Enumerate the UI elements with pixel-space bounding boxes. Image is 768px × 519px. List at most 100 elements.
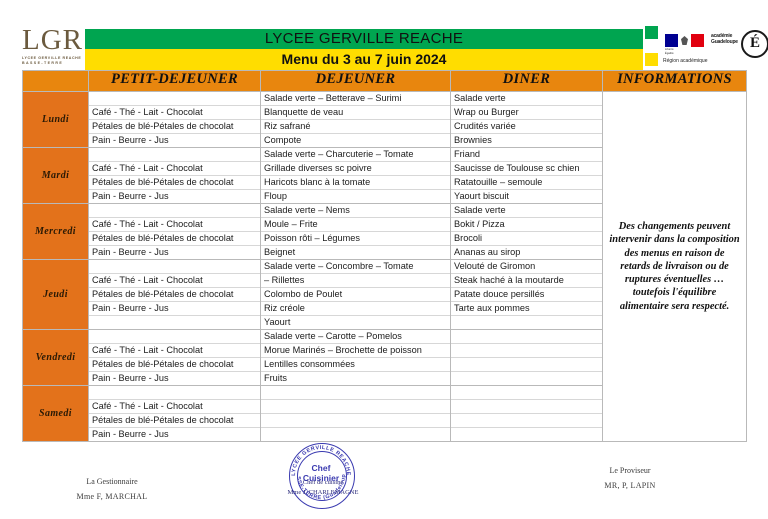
menu-line: Pain - Beurre - Jus — [92, 191, 169, 201]
menu-line: Compote — [264, 135, 302, 145]
menu-line: Pétales de blé-Pétales de chocolat — [89, 287, 260, 302]
school-logo: LGR LYCEE GERVILLE REACHE BASSE-TERRE Le… — [22, 24, 84, 80]
stamp-inner-ring — [297, 451, 347, 501]
column-header-informations: INFORMATIONS — [602, 70, 747, 92]
cell-dejeuner-jeudi: Salade verte – Concombre – Tomate – Rill… — [260, 259, 451, 330]
title-bar-green: LYCEE GERVILLE REACHE — [85, 29, 643, 49]
menu-line — [261, 413, 450, 428]
cell-petit-dejeuner-vendredi: Café - Thé - Lait - Chocolat Pétales de … — [88, 329, 261, 386]
cell-petit-dejeuner-jeudi: Café - Thé - Lait - Chocolat Pétales de … — [88, 259, 261, 330]
menu-line — [451, 372, 602, 386]
menu-line — [89, 148, 260, 162]
column-header-day — [22, 70, 89, 92]
menu-line — [451, 386, 602, 400]
menu-line: Pétales de blé-Pétales de chocolat — [89, 413, 260, 428]
day-label-lundi: Lundi — [22, 91, 89, 148]
menu-line: Riz safrané — [261, 119, 450, 134]
day-label-jeudi: Jeudi — [22, 259, 89, 330]
menu-line: Café - Thé - Lait - Chocolat — [89, 105, 260, 120]
region-academique-caption: Région académique — [663, 58, 708, 64]
table-row: Vendredi Café - Thé - Lait - Chocolat Pé… — [22, 329, 747, 386]
menu-line: Café - Thé - Lait - Chocolat — [89, 273, 260, 288]
menu-line: Tarte aux pommes — [451, 301, 602, 316]
school-name-title: LYCEE GERVILLE REACHE — [264, 30, 464, 47]
table-row: Mercredi Café - Thé - Lait - Chocolat Pé… — [22, 203, 747, 260]
cell-diner-mardi: Friand Saucisse de Toulouse sc chien Rat… — [450, 147, 603, 204]
cell-diner-lundi: Salade verte Wrap ou Burger Crudités var… — [450, 91, 603, 148]
proviseur-role: Le Proviseur — [609, 466, 651, 475]
menu-line: Salade verte – Betterave – Surimi — [261, 92, 450, 106]
informations-text: Des changements peuvent intervenir dans … — [609, 221, 740, 312]
menu-line: Steak haché à la moutarde — [451, 273, 602, 288]
gestionnaire-role: La Gestionnaire — [86, 477, 138, 486]
republic-caption-egalite: Égalité — [665, 52, 674, 55]
menu-line: Patate douce persillés — [451, 287, 602, 302]
institutional-logos: Liberté Égalité académie Guadeloupe É Ré… — [645, 26, 768, 70]
menu-line: Café - Thé - Lait - Chocolat — [89, 399, 260, 414]
day-label-samedi: Samedi — [22, 385, 89, 442]
menu-line — [89, 316, 260, 330]
stamp-center-text: Chef Cuisinier — [297, 463, 345, 483]
menu-line: Pétales de blé-Pétales de chocolat — [89, 119, 260, 134]
menu-line — [451, 399, 602, 414]
menu-line: Beignet — [264, 247, 296, 257]
stamp-line1: Chef — [311, 463, 331, 473]
menu-line: Lentilles consommées — [261, 357, 450, 372]
menu-line: Salade verte – Nems — [261, 204, 450, 218]
menu-line — [451, 316, 602, 330]
logo-subtitle-line1: LYCEE GERVILLE REACHE — [22, 56, 82, 60]
guadeloupe-flag-icon — [645, 26, 658, 66]
menu-line — [451, 330, 602, 344]
menu-line: Floup — [264, 191, 287, 201]
menu-line: Bokit / Pizza — [451, 217, 602, 232]
menu-line: Pétales de blé-Pétales de chocolat — [89, 175, 260, 190]
menu-line: Pain - Beurre - Jus — [92, 429, 169, 439]
stamp-outer-ring — [289, 443, 355, 509]
menu-line: Pain - Beurre - Jus — [92, 135, 169, 145]
republic-caption-liberte: Liberté — [665, 48, 674, 51]
menu-line: Café - Thé - Lait - Chocolat — [89, 217, 260, 232]
menu-line: Brocoli — [451, 231, 602, 246]
cell-informations: Des changements peuvent intervenir dans … — [602, 91, 747, 442]
menu-line: Salade verte — [451, 204, 602, 218]
menu-line: Brownies — [454, 135, 492, 145]
menu-line: Morue Marinés – Brochette de poisson — [261, 343, 450, 358]
menu-line: Yaourt — [264, 317, 291, 327]
day-label-mercredi: Mercredi — [22, 203, 89, 260]
menu-line: Poisson rôti – Légumes — [261, 231, 450, 246]
menu-line: Ananas au sirop — [454, 247, 521, 257]
column-header-dejeuner: DEJEUNER — [260, 70, 451, 92]
menu-line: Pain - Beurre - Jus — [92, 373, 169, 383]
cell-diner-samedi — [450, 385, 603, 442]
cell-dejeuner-lundi: Salade verte – Betterave – Surimi Blanqu… — [260, 91, 451, 148]
signature-block-gestionnaire: La Gestionnaire Mme F, MARCHAL — [52, 474, 172, 504]
day-label-vendredi: Vendredi — [22, 329, 89, 386]
menu-line: Blanquette de veau — [261, 105, 450, 120]
menu-line: Friand — [451, 148, 602, 162]
cell-dejeuner-mardi: Salade verte – Charcuterie – Tomate Gril… — [260, 147, 451, 204]
stamp-arc-text: LYCEE GERVILLE REACHE BASSE-TERRE (Guade… — [289, 443, 350, 501]
logo-mark: LGR — [22, 24, 83, 56]
education-badge-icon: É — [741, 30, 768, 58]
menu-line: Café - Thé - Lait - Chocolat — [89, 161, 260, 176]
menu-line — [89, 260, 260, 274]
column-header-petit-dejeuner: PETIT-DEJEUNER — [88, 70, 261, 92]
signature-block-proviseur: Le Proviseur MR, P, LAPIN — [560, 463, 700, 493]
proviseur-name: MR, P, LAPIN — [604, 481, 656, 490]
cell-diner-jeudi: Velouté de Giromon Steak haché à la mout… — [450, 259, 603, 330]
menu-line — [89, 204, 260, 218]
cell-petit-dejeuner-lundi: Café - Thé - Lait - Chocolat Pétales de … — [88, 91, 261, 148]
menu-line: Pétales de blé-Pétales de chocolat — [89, 231, 260, 246]
menu-line — [89, 330, 260, 344]
cell-petit-dejeuner-mercredi: Café - Thé - Lait - Chocolat Pétales de … — [88, 203, 261, 260]
menu-line: Ratatouille – semoule — [451, 175, 602, 190]
menu-line — [451, 413, 602, 428]
menu-line: Salade verte — [451, 92, 602, 106]
table-row: Lundi Café - Thé - Lait - Chocolat Pétal… — [22, 91, 747, 442]
menu-line — [261, 399, 450, 414]
menu-line: Pain - Beurre - Jus — [92, 247, 169, 257]
menu-line: Pétales de blé-Pétales de chocolat — [89, 357, 260, 372]
cell-diner-mercredi: Salade verte Bokit / Pizza Brocoli Anana… — [450, 203, 603, 260]
menu-line: Pain - Beurre - Jus — [89, 301, 260, 316]
menu-line: – Rillettes — [261, 273, 450, 288]
